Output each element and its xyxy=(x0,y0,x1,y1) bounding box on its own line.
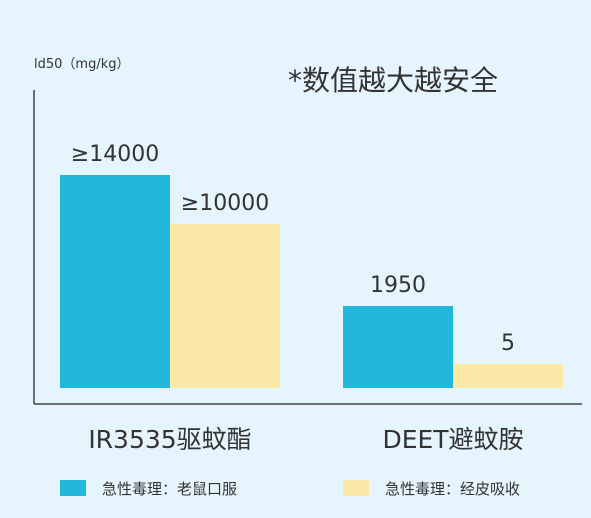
legend-swatch-dermal xyxy=(343,480,369,496)
category-label-deet: DEET避蚊胺 xyxy=(382,425,523,454)
legend-swatch-oral xyxy=(60,480,86,496)
bar-dermal-deet xyxy=(453,364,563,388)
value-label-oral-deet: 1950 xyxy=(370,273,426,298)
bar-dermal-ir3535 xyxy=(170,224,280,388)
legend-label-dermal: 急性毒理：经皮吸收 xyxy=(385,480,520,498)
bar-oral-ir3535 xyxy=(60,175,170,388)
value-label-oral-ir3535: ≥14000 xyxy=(71,142,159,167)
value-label-dermal-deet: 5 xyxy=(501,331,515,356)
bar-oral-deet xyxy=(343,306,453,388)
safety-note: *数值越大越安全 xyxy=(288,64,498,97)
value-label-dermal-ir3535: ≥10000 xyxy=(181,191,269,216)
y-axis-label: ld50（mg/kg） xyxy=(34,57,129,72)
category-label-ir3535: IR3535驱蚊酯 xyxy=(88,425,251,454)
legend-label-oral: 急性毒理：老鼠口服 xyxy=(102,480,237,498)
